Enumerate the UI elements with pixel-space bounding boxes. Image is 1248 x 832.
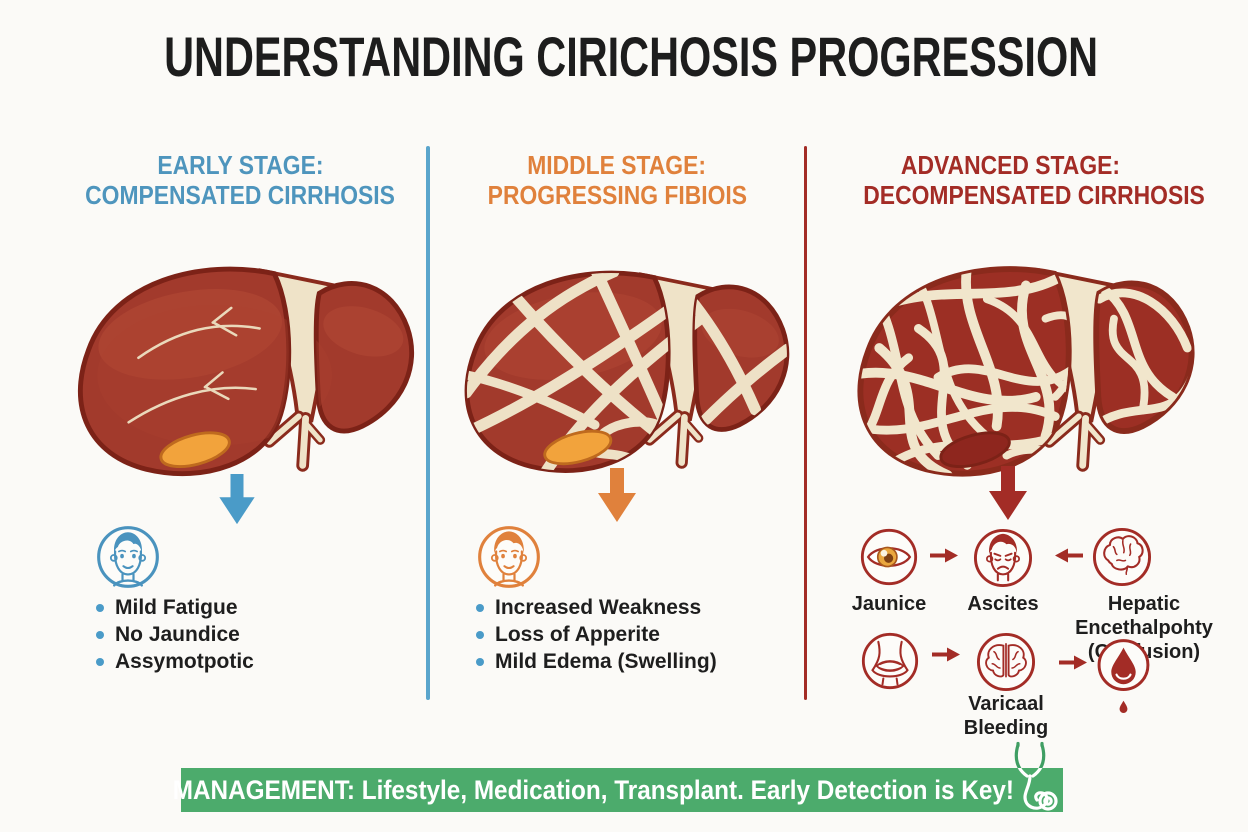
bullet-dot (476, 603, 484, 612)
down-arrow-icon (986, 466, 1030, 522)
healthy-liver-illustration (68, 258, 420, 483)
fibrotic-liver-illustration (455, 262, 795, 480)
early-symptom-list: Mild Fatigue No Jaundice Assymotpotic (96, 594, 254, 675)
ascites-label: Ascites (967, 593, 1039, 615)
symptom-text: Increased Weakness (495, 595, 702, 619)
symptom-item: Mild Edema (Swelling) (476, 648, 717, 675)
variceal-label-line2: Bleeding (963, 717, 1049, 739)
symptom-text: Assymotpotic (115, 649, 254, 673)
middle-stage-header-line2: PROGRESSING FIBIOIS (487, 180, 747, 210)
bullet-dot (476, 630, 484, 639)
man-face-icon (476, 524, 542, 590)
divider-early-middle (426, 146, 430, 700)
early-stage-header: EARLY STAGE: COMPENSATED CIRRHOSIS (60, 150, 420, 210)
brain-icon (1091, 526, 1153, 588)
variceal-bleeding-label: Varicaal Bleeding (946, 692, 1066, 740)
symptom-item: Loss of Apperite (476, 621, 717, 648)
stethoscope-icon (1003, 741, 1065, 813)
management-banner: MANAGEMENT: Lifestyle, Medication, Trans… (172, 768, 1063, 812)
middle-stage-header-line1: MIDDLE STAGE: (527, 150, 707, 180)
symptom-text: Mild Fatigue (115, 595, 238, 619)
symptom-item: Assymotpotic (96, 648, 254, 675)
hepatic-label-line1: Hepatic Encethalpohty (1075, 593, 1213, 639)
bullet-dot (96, 657, 104, 666)
man-face-icon (95, 524, 161, 590)
bullet-dot (96, 603, 104, 612)
early-stage-header-line1: EARLY STAGE: (156, 150, 324, 180)
symptom-item: Increased Weakness (476, 594, 717, 621)
eye-icon (859, 527, 919, 587)
arrow-right-icon (929, 547, 959, 564)
symptom-text: No Jaundice (115, 622, 240, 646)
early-stage-header-line2: COMPENSATED CIRRHOSIS (85, 180, 395, 210)
abdomen-icon (860, 631, 920, 691)
gallbladder (939, 431, 1011, 469)
gallbladder (159, 431, 231, 469)
advanced-stage-header-line2: DECOMPENSATED CIRRHOSIS (863, 180, 1205, 210)
management-banner-text: MANAGEMENT: Lifestyle, Medication, Trans… (172, 774, 1014, 805)
blood-drop-icon (1092, 638, 1155, 720)
arrow-right-icon (1058, 654, 1088, 671)
middle-symptom-list: Increased Weakness Loss of Apperite Mild… (476, 594, 717, 675)
advanced-stage-header: ADVANCED STAGE: DECOMPENSATED CIRRHOSIS (840, 150, 1205, 210)
sad-face-icon (972, 527, 1034, 589)
page-title-text: UNDERSTANDING CIRICHOSIS PROGRESSION (164, 25, 1099, 88)
symptom-text: Loss of Apperite (495, 622, 660, 646)
down-arrow-icon (595, 468, 639, 524)
arrow-left-icon (1054, 547, 1084, 564)
symptom-item: No Jaundice (96, 621, 254, 648)
divider-middle-advanced (804, 146, 807, 700)
page-title: UNDERSTANDING CIRICHOSIS PROGRESSION (0, 24, 1248, 89)
advanced-stage-header-line1: ADVANCED STAGE: (900, 150, 1120, 180)
jaundice-label: Jaunice (851, 593, 927, 615)
gallbladder (543, 429, 613, 466)
varices-icon (975, 631, 1037, 693)
symptom-item: Mild Fatigue (96, 594, 254, 621)
variceal-label-line1: Varicaal (968, 693, 1044, 715)
middle-stage-header: MIDDLE STAGE: PROGRESSING FIBIOIS (452, 150, 782, 210)
bullet-dot (96, 630, 104, 639)
symptom-text: Mild Edema (Swelling) (495, 649, 717, 673)
arrow-right-icon (931, 646, 961, 663)
bullet-dot (476, 657, 484, 666)
down-arrow-icon (215, 474, 259, 526)
cirrhotic-liver-illustration (848, 258, 1200, 483)
